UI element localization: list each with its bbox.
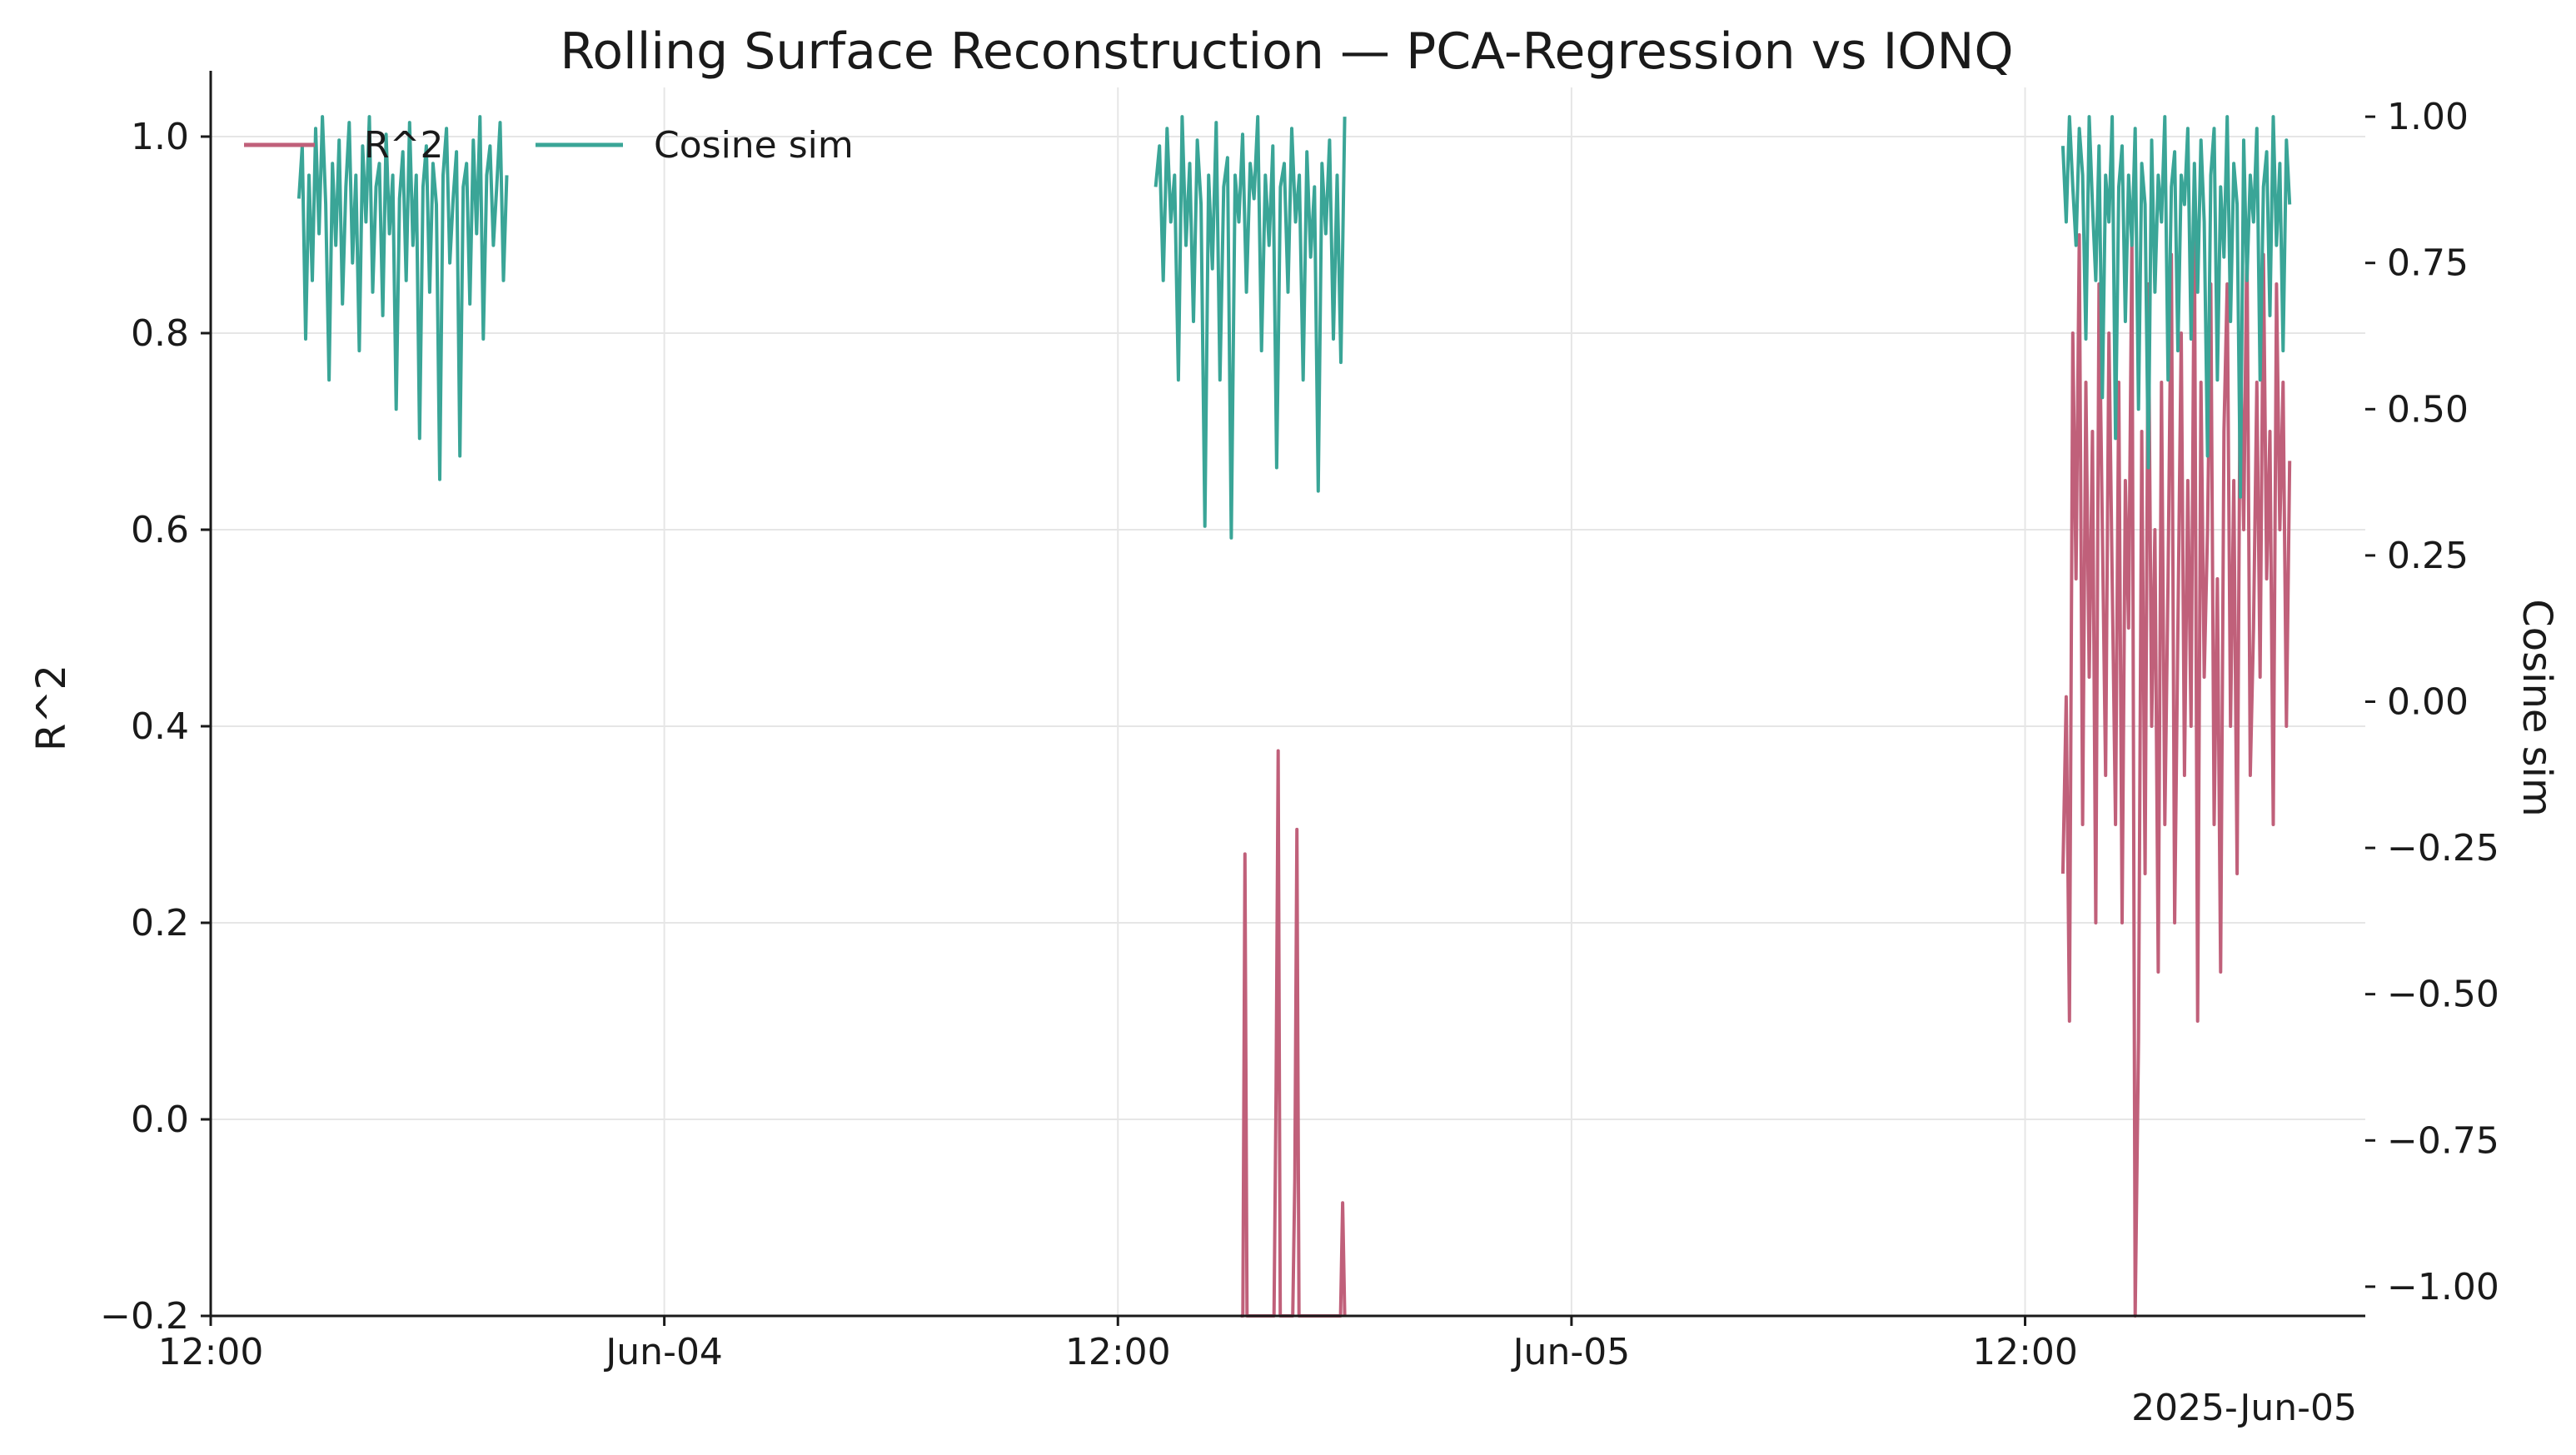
ticks-layer: −0.2 0.0 0.2 0.4 0.6 0.8 1.0 −1.00 −0.75 −0.50 −0.… <box>100 96 2499 1373</box>
y-tick-label-right: 0.25 <box>2387 535 2469 577</box>
cosine-series-line-segment <box>296 115 509 481</box>
cosine-series-layer <box>296 115 2292 540</box>
legend: R^2 Cosine sim <box>244 124 854 167</box>
legend-label-cosine: Cosine sim <box>654 124 854 167</box>
y-tick-label-right: −1.00 <box>2387 1266 2499 1308</box>
x-tick-label: Jun-04 <box>603 1331 723 1373</box>
r2-series-line-segment <box>2060 213 2292 1318</box>
legend-label-r2: R^2 <box>364 124 443 167</box>
x-tick-label: 12:00 <box>1972 1331 2078 1373</box>
x-tick-label: 12:00 <box>1065 1331 1171 1373</box>
axes-layer <box>209 71 2365 1318</box>
y-tick-label-right: 0.00 <box>2387 681 2469 724</box>
x-axis-offset-label: 2025-Jun-05 <box>2131 1387 2357 1429</box>
cosine-series-line-segment <box>2060 115 2292 499</box>
y-tick-label-left: 0.6 <box>131 509 189 551</box>
y-tick-label-right: 0.50 <box>2387 388 2469 431</box>
y-tick-label-right: 1.00 <box>2387 96 2469 138</box>
y-tick-label-left: 0.4 <box>131 705 189 748</box>
x-tick-label: 12:00 <box>158 1331 264 1373</box>
y-tick-label-left: 0.2 <box>131 902 189 944</box>
y-tick-label-left: 0.8 <box>131 312 189 355</box>
y-tick-label-right: −0.25 <box>2387 827 2499 870</box>
chart-title: Rolling Surface Reconstruction — PCA-Reg… <box>560 22 2013 81</box>
y-tick-label-right: 0.75 <box>2387 242 2469 285</box>
y-tick-label-right: −0.50 <box>2387 974 2499 1016</box>
cosine-series-line-segment <box>1153 115 1347 540</box>
x-tick-label: Jun-05 <box>1511 1331 1631 1373</box>
y-axis-label-left: R^2 <box>28 665 75 751</box>
y-axis-label-right: Cosine sim <box>2514 599 2560 817</box>
y-tick-label-left: 1.0 <box>131 116 189 158</box>
y-tick-label-left: −0.2 <box>100 1295 189 1338</box>
y-tick-label-left: 0.0 <box>131 1099 189 1141</box>
y-tick-label-right: −0.75 <box>2387 1119 2499 1162</box>
